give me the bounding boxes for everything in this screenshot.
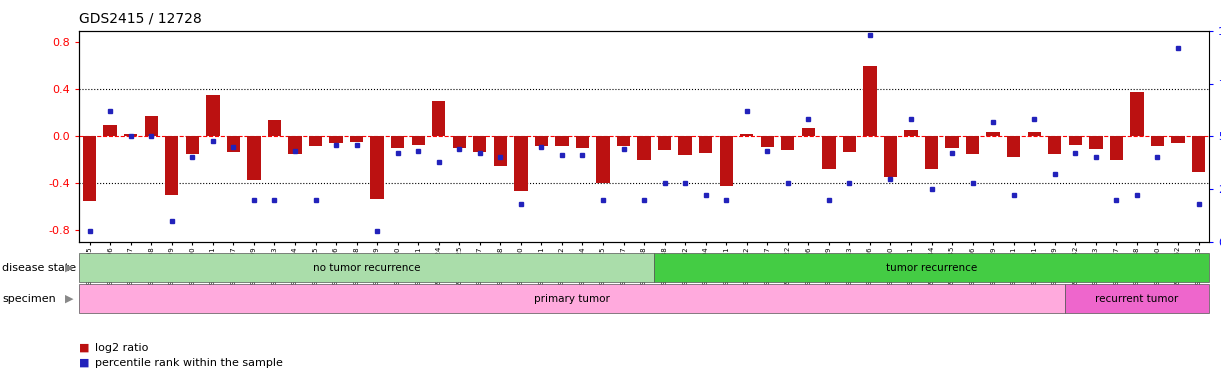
Bar xyxy=(227,136,241,152)
Bar xyxy=(330,136,343,143)
Text: tumor recurrence: tumor recurrence xyxy=(886,263,977,273)
Text: percentile rank within the sample: percentile rank within the sample xyxy=(95,358,283,368)
Bar xyxy=(247,136,260,180)
Text: GDS2415 / 12728: GDS2415 / 12728 xyxy=(79,12,203,25)
Bar xyxy=(1028,132,1042,136)
Bar xyxy=(1065,284,1209,313)
Bar xyxy=(370,136,383,199)
Bar xyxy=(125,134,138,136)
Bar xyxy=(884,136,897,177)
Bar xyxy=(79,284,1065,313)
Bar xyxy=(473,136,486,152)
Bar xyxy=(924,136,938,169)
Bar xyxy=(987,132,1000,136)
Bar xyxy=(391,136,404,148)
Bar xyxy=(1089,136,1103,149)
Bar xyxy=(1110,136,1123,160)
Text: ■: ■ xyxy=(79,343,90,353)
Bar xyxy=(1068,136,1082,144)
Bar xyxy=(966,136,979,154)
Bar xyxy=(596,136,609,183)
Bar xyxy=(288,136,302,154)
Bar xyxy=(104,124,117,136)
Bar xyxy=(719,136,733,185)
Bar xyxy=(842,136,856,152)
Bar xyxy=(493,136,507,166)
Bar xyxy=(144,116,158,136)
Bar xyxy=(658,136,672,151)
Bar xyxy=(761,136,774,147)
Bar xyxy=(309,136,322,146)
Bar xyxy=(740,134,753,136)
Bar xyxy=(535,136,548,146)
Bar xyxy=(79,253,654,282)
Bar xyxy=(905,131,918,136)
Bar xyxy=(350,136,364,142)
Bar xyxy=(822,136,835,169)
Bar xyxy=(945,136,958,148)
Bar xyxy=(679,136,692,155)
Bar xyxy=(781,136,795,151)
Text: log2 ratio: log2 ratio xyxy=(95,343,149,353)
Bar xyxy=(1192,136,1205,172)
Bar xyxy=(1007,136,1021,157)
Text: ▶: ▶ xyxy=(65,263,73,273)
Text: ▶: ▶ xyxy=(65,293,73,304)
Bar xyxy=(83,136,96,201)
Bar xyxy=(576,136,590,148)
Bar xyxy=(1048,136,1061,154)
Bar xyxy=(206,95,220,136)
Bar xyxy=(698,136,712,153)
Text: ■: ■ xyxy=(79,358,90,368)
Bar xyxy=(186,136,199,154)
Bar xyxy=(556,136,569,146)
Bar xyxy=(1150,136,1164,146)
Bar xyxy=(802,128,816,136)
Bar xyxy=(637,136,651,160)
Bar xyxy=(863,66,877,136)
Bar xyxy=(432,101,446,136)
Text: no tumor recurrence: no tumor recurrence xyxy=(313,263,420,273)
Text: recurrent tumor: recurrent tumor xyxy=(1095,293,1178,304)
Bar xyxy=(1171,136,1184,143)
Text: primary tumor: primary tumor xyxy=(535,293,610,304)
Text: disease state: disease state xyxy=(2,263,77,273)
Bar xyxy=(267,120,281,136)
Bar xyxy=(1131,92,1144,136)
Text: specimen: specimen xyxy=(2,293,56,304)
Bar xyxy=(514,136,527,192)
Bar xyxy=(411,136,425,144)
Bar xyxy=(654,253,1209,282)
Bar xyxy=(453,136,466,148)
Bar xyxy=(617,136,630,146)
Bar xyxy=(165,136,178,195)
